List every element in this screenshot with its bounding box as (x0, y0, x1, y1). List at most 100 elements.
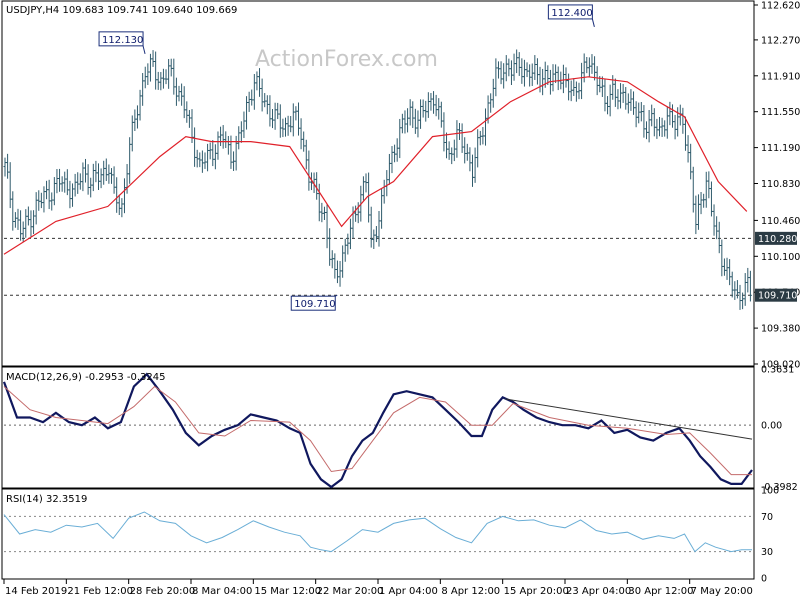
price-bar (564, 67, 568, 88)
price-bar (642, 105, 646, 138)
macd-y-tick-label: 0.3631 (761, 365, 794, 376)
price-bar (507, 58, 511, 77)
price-bar (299, 118, 303, 150)
price-bar (452, 139, 456, 162)
price-bar (574, 81, 578, 102)
price-bar (455, 120, 459, 158)
price-bar (502, 63, 506, 89)
price-bar (619, 83, 623, 109)
price-bar (400, 113, 404, 134)
price-panel-title: USDJPY,H4 109.683 109.741 109.640 109.66… (6, 5, 237, 16)
price-bar (42, 186, 46, 213)
price-bar (322, 206, 326, 221)
price-bar (626, 93, 630, 114)
price-bar (289, 116, 293, 133)
price-bar (398, 118, 402, 159)
price-bar (483, 108, 487, 146)
rsi-panel-title: RSI(14) 32.3519 (6, 494, 87, 505)
x-tick-label: 30 Apr 12:00 (628, 586, 693, 597)
price-bar (387, 153, 391, 185)
price-bar (445, 132, 449, 159)
price-bar (255, 71, 259, 91)
price-annotation: 109.710 (290, 294, 338, 311)
x-tick-label: 23 Apr 04:00 (566, 586, 631, 597)
price-bar (328, 228, 332, 266)
price-bar (535, 58, 539, 85)
price-bar (143, 66, 147, 89)
macd-y-tick-label: -0.3982 (761, 482, 798, 493)
price-annotation-connector (591, 18, 595, 28)
price-bar (208, 142, 212, 160)
y-tick-label: 111.190 (761, 143, 800, 154)
price-bar (258, 68, 262, 97)
price-annotation-label: 112.400 (551, 8, 592, 19)
price-bar (200, 150, 204, 173)
price-bar (343, 238, 347, 262)
price-bar (650, 104, 654, 127)
price-bar (416, 110, 420, 138)
price-bar (481, 127, 485, 145)
price-bar (52, 177, 56, 206)
macd-line (2, 372, 753, 489)
price-bar (333, 253, 337, 279)
price-bar (229, 135, 233, 169)
price-bar (37, 190, 41, 211)
level-price-tag-label: 110.280 (758, 234, 797, 245)
price-bar (663, 120, 667, 137)
price-bar (528, 64, 532, 87)
price-bar (278, 104, 282, 138)
price-bar (47, 179, 51, 210)
price-bar (554, 64, 558, 83)
price-bar (348, 218, 352, 250)
price-bar (99, 168, 103, 189)
x-tick-label: 8 Mar 04:00 (192, 586, 252, 597)
price-bar (71, 183, 75, 207)
price-bar (624, 87, 628, 110)
price-bar (307, 150, 311, 191)
price-bar (715, 216, 719, 240)
price-bar (504, 55, 508, 82)
price-bar (496, 61, 500, 79)
price-bar (107, 164, 111, 184)
price-bar (242, 111, 246, 139)
price-bar (338, 261, 342, 287)
price-bar (148, 53, 152, 82)
price-bar (320, 202, 324, 223)
price-bar (522, 59, 526, 87)
price-bar (603, 79, 607, 112)
price-bar (580, 62, 584, 100)
macd-y-tick-label: 0.00 (761, 421, 782, 432)
price-bar (211, 140, 215, 167)
y-tick-label: 109.380 (761, 324, 800, 335)
price-bar (725, 257, 729, 280)
price-bar (133, 109, 137, 131)
price-bar (442, 112, 446, 152)
price-bar (491, 78, 495, 108)
price-bar (629, 89, 633, 111)
price-bar (206, 143, 210, 172)
price-bar (533, 55, 537, 81)
rsi-panel-frame (1, 488, 755, 580)
rsi-y-tick-label: 30 (761, 547, 773, 558)
price-bar (476, 129, 480, 168)
price-bar (512, 53, 516, 81)
price-bar (702, 193, 706, 208)
price-bar (34, 192, 38, 225)
price-bar (471, 154, 474, 187)
y-tick-label: 110.830 (761, 179, 800, 190)
macd-panel-title: MACD(12,26,9) -0.2953 -0.3245 (6, 372, 166, 383)
price-bar (377, 211, 381, 247)
price-bar (281, 118, 285, 138)
price-bar (159, 72, 163, 91)
price-bar (689, 143, 693, 180)
x-tick-label: 8 Apr 12:00 (441, 586, 500, 597)
macd-panel (2, 372, 753, 489)
price-bar (717, 221, 721, 254)
price-bar (63, 171, 67, 193)
rsi-line (3, 511, 752, 553)
price-bar (382, 179, 386, 204)
price-bar (247, 91, 251, 112)
macd-trendline (505, 398, 753, 440)
